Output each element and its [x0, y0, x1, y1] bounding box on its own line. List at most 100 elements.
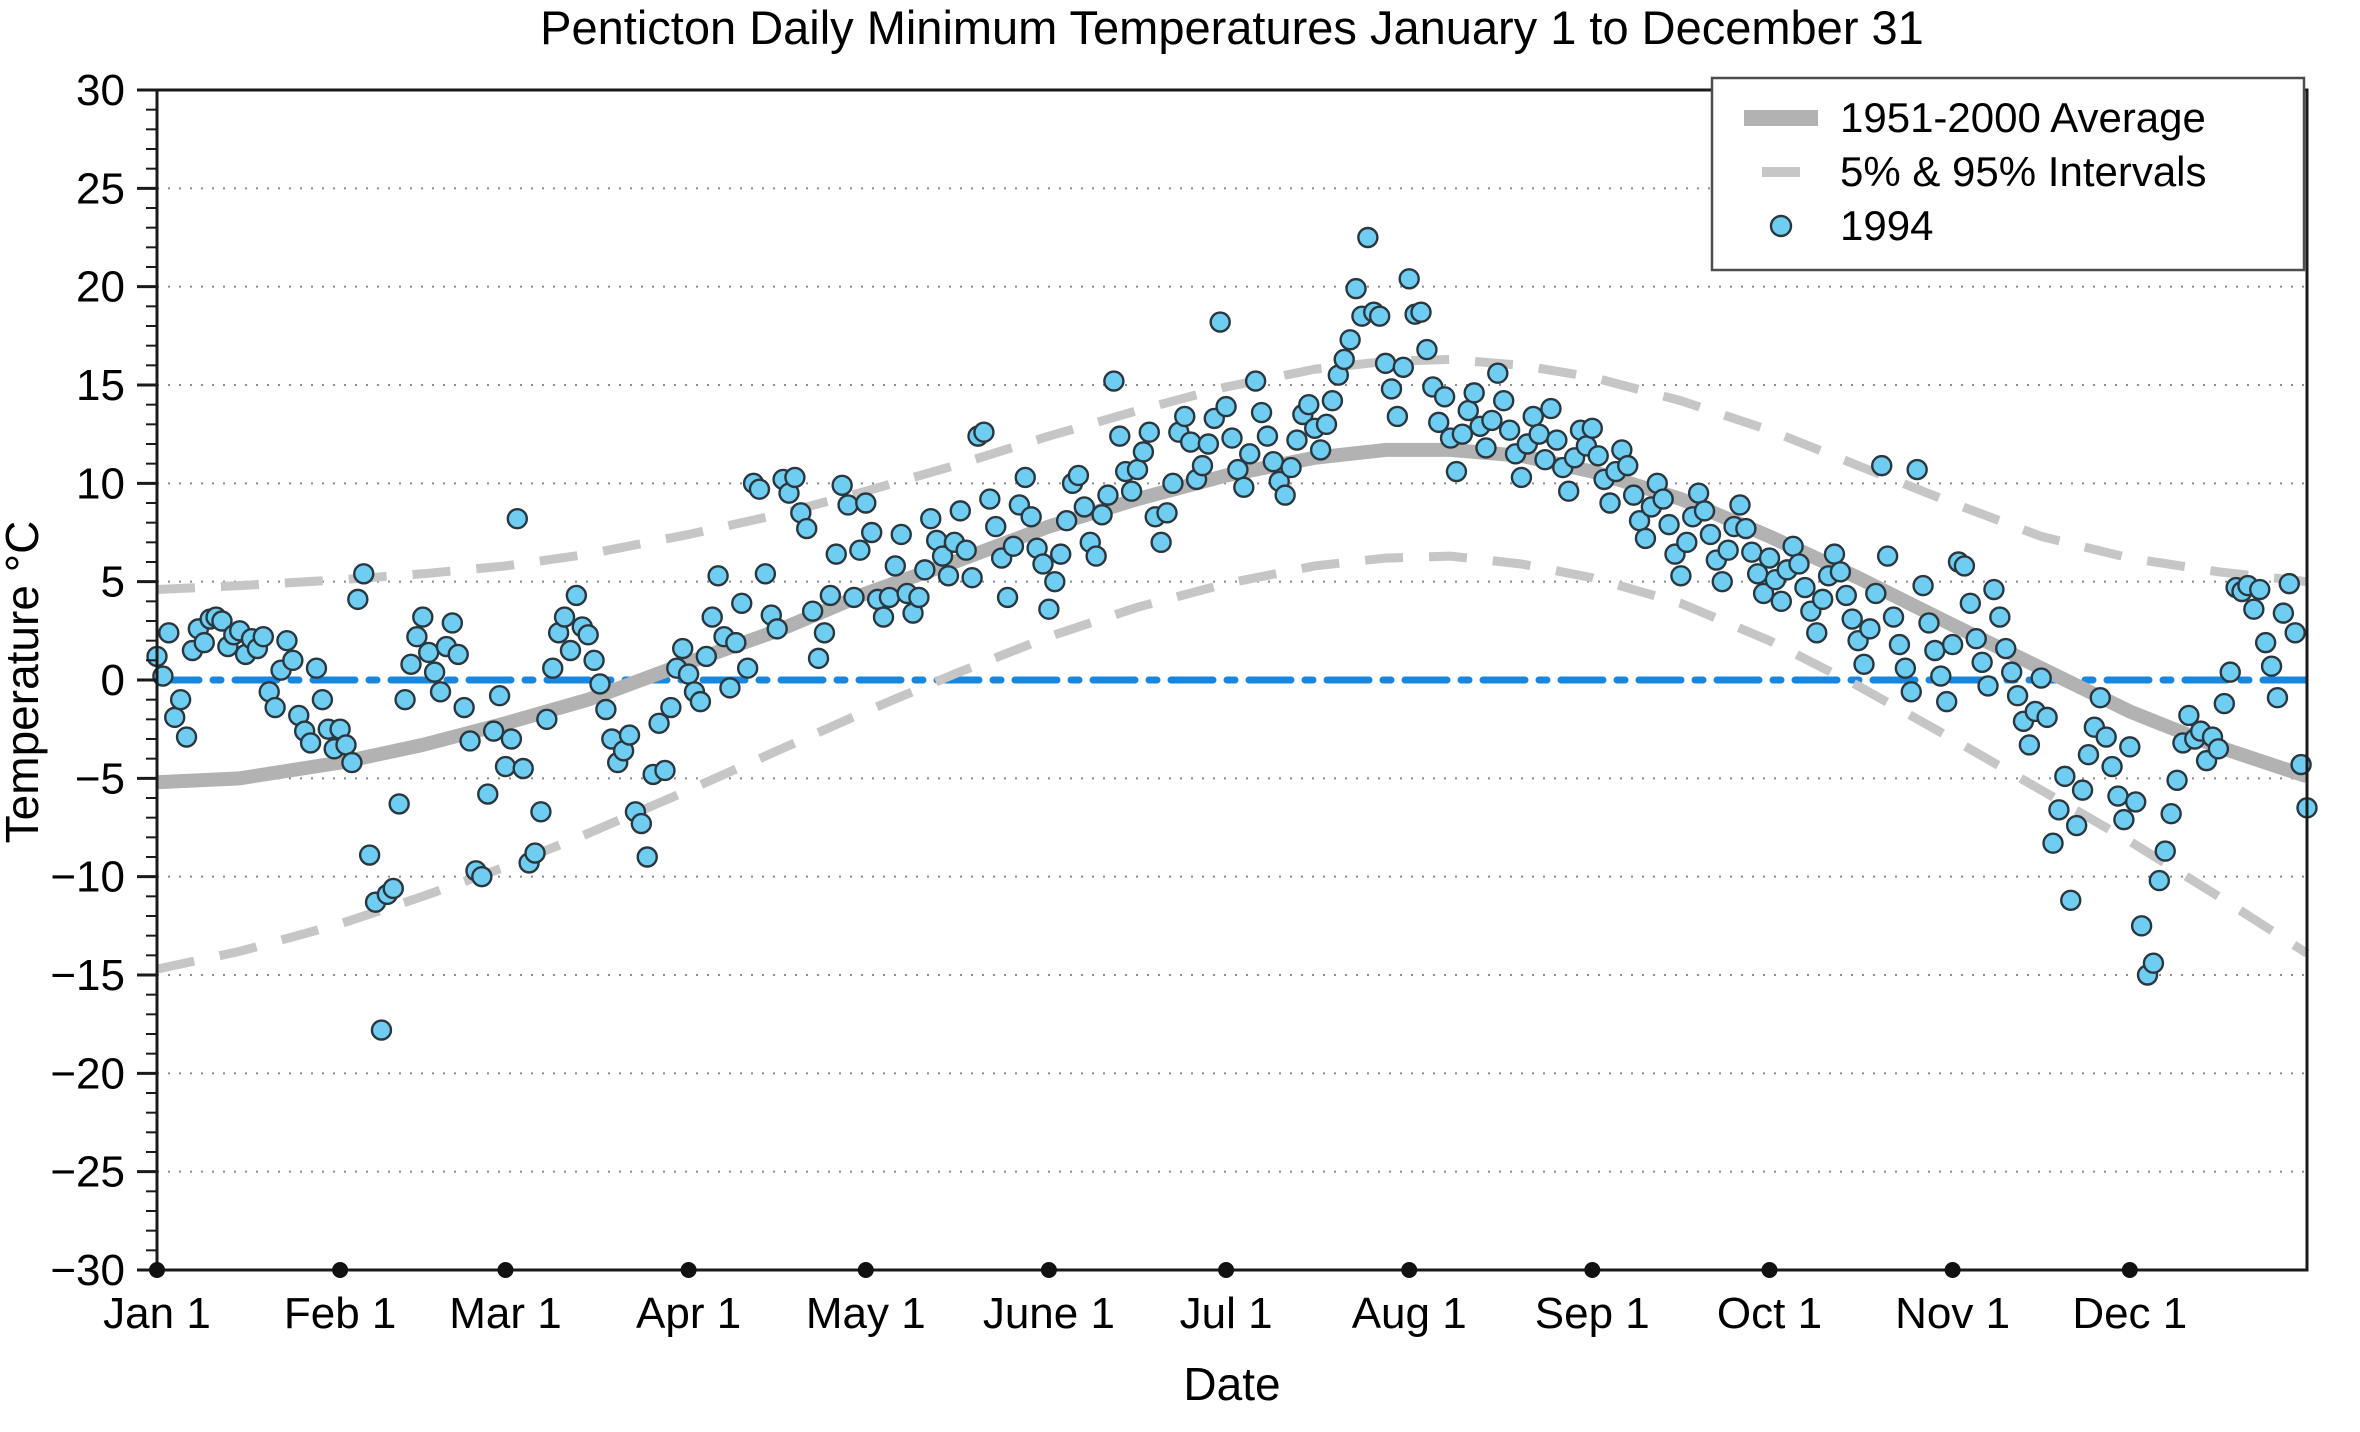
y-tick-label: 15 — [76, 361, 125, 410]
scatter-point — [311, 688, 334, 711]
scatter-point — [801, 600, 824, 622]
month-tick-dot — [497, 1262, 514, 1278]
month-tick-dot — [1040, 1262, 1057, 1278]
scatter-point — [754, 563, 777, 585]
scatter-point — [2142, 952, 2165, 974]
scatter-point — [973, 421, 995, 443]
scatter-point — [441, 612, 464, 634]
x-tick-label: Jan 1 — [103, 1289, 211, 1338]
scatter-point — [1983, 578, 2005, 601]
month-tick-dot — [1761, 1262, 1778, 1278]
scatter-point — [1250, 401, 1273, 424]
scatter-point — [1038, 598, 1060, 620]
scatter-point — [1906, 458, 1928, 481]
scatter-point — [1044, 570, 1066, 593]
scatter-point — [2243, 598, 2265, 620]
scatter-point — [1067, 464, 1090, 487]
scatter-point — [1717, 539, 1739, 561]
scatter-point — [370, 1019, 393, 1041]
x-tick-label: June 1 — [983, 1289, 1115, 1338]
y-tick-label: −10 — [50, 853, 125, 902]
scatter-point — [1286, 429, 1308, 451]
month-tick-dot — [857, 1262, 874, 1278]
scatter-point — [1209, 311, 1231, 333]
scatter-point — [1953, 555, 1976, 577]
scatter-point — [1770, 590, 1793, 613]
scatter-point — [1534, 449, 1556, 471]
scatter-point — [784, 466, 806, 489]
legend-label-average: 1951-2000 Average — [1840, 94, 2206, 141]
scatter-point — [1445, 460, 1468, 483]
scatter-point — [2148, 869, 2171, 892]
scatter-point — [2006, 685, 2029, 707]
scatter-point — [819, 584, 842, 607]
scatter-point — [1735, 517, 1757, 540]
scatter-point — [2018, 734, 2041, 756]
scatter-point — [1416, 338, 1438, 361]
scatter-point — [358, 844, 381, 866]
scatter-point — [831, 474, 853, 496]
scatter-point — [252, 626, 275, 648]
scatter-point — [1280, 456, 1302, 479]
x-tick-label: Jul 1 — [1180, 1289, 1273, 1338]
scatter-point — [1392, 356, 1414, 378]
scatter-point — [506, 508, 529, 530]
scatter-point — [1191, 454, 1214, 477]
scatter-point — [1930, 665, 1952, 687]
scatter-point — [630, 812, 653, 835]
scatter-point — [542, 657, 564, 679]
scatter-point — [1475, 437, 1497, 459]
scatter-point — [406, 626, 428, 648]
scatter-point — [1085, 545, 1107, 567]
scatter-point — [1120, 480, 1143, 502]
scatter-point — [1941, 633, 1964, 656]
scatter-point — [1752, 582, 1775, 605]
scatter-point — [1510, 466, 1533, 489]
scatter-point — [890, 523, 912, 546]
scatter-point — [1298, 393, 1320, 416]
scatter-point — [2000, 661, 2023, 683]
month-tick-dot — [2121, 1262, 2138, 1278]
scatter-point — [530, 801, 552, 823]
scatter-point — [2095, 726, 2117, 748]
scatter-point — [158, 622, 180, 644]
scatter-point — [1935, 690, 1958, 713]
scatter-point — [1959, 592, 1982, 614]
scatter-point — [2254, 631, 2277, 654]
scatter-point — [282, 649, 304, 672]
x-tick-label: Oct 1 — [1717, 1289, 1822, 1338]
scatter-point — [1888, 633, 1911, 656]
scatter-point — [1977, 675, 1999, 697]
scatter-point — [1557, 480, 1580, 502]
scatter-point — [524, 842, 546, 864]
x-tick-label: May 1 — [806, 1289, 926, 1338]
scatter-point — [2207, 738, 2230, 760]
scatter-point — [1451, 423, 1474, 445]
y-tick-label: 30 — [76, 66, 125, 115]
scatter-point — [1014, 466, 1036, 489]
scatter-point — [1256, 425, 1279, 447]
scatter-point — [423, 661, 446, 683]
scatter-point — [1097, 484, 1119, 506]
scatter-point — [908, 586, 930, 609]
scatter-point — [985, 515, 1007, 538]
scatter-point — [412, 606, 434, 628]
scatter-point — [453, 696, 475, 719]
scatter-point — [1865, 582, 1887, 605]
scatter-point — [1882, 606, 1905, 628]
scatter-point — [1339, 329, 1361, 351]
scatter-point — [654, 759, 676, 782]
scatter-point — [1126, 458, 1149, 481]
scatter-point — [1528, 423, 1550, 445]
month-tick-dot — [1401, 1262, 1418, 1278]
scatter-point — [1540, 397, 1562, 420]
scatter-point — [2130, 915, 2153, 937]
scatter-point — [1357, 226, 1379, 249]
scatter-point — [477, 783, 499, 805]
scatter-point — [589, 673, 611, 695]
x-tick-label: Sep 1 — [1535, 1289, 1650, 1338]
scatter-point — [1262, 451, 1285, 473]
legend-item-intervals: 5% & 95% Intervals — [1762, 148, 2207, 195]
scatter-point — [1156, 502, 1178, 524]
